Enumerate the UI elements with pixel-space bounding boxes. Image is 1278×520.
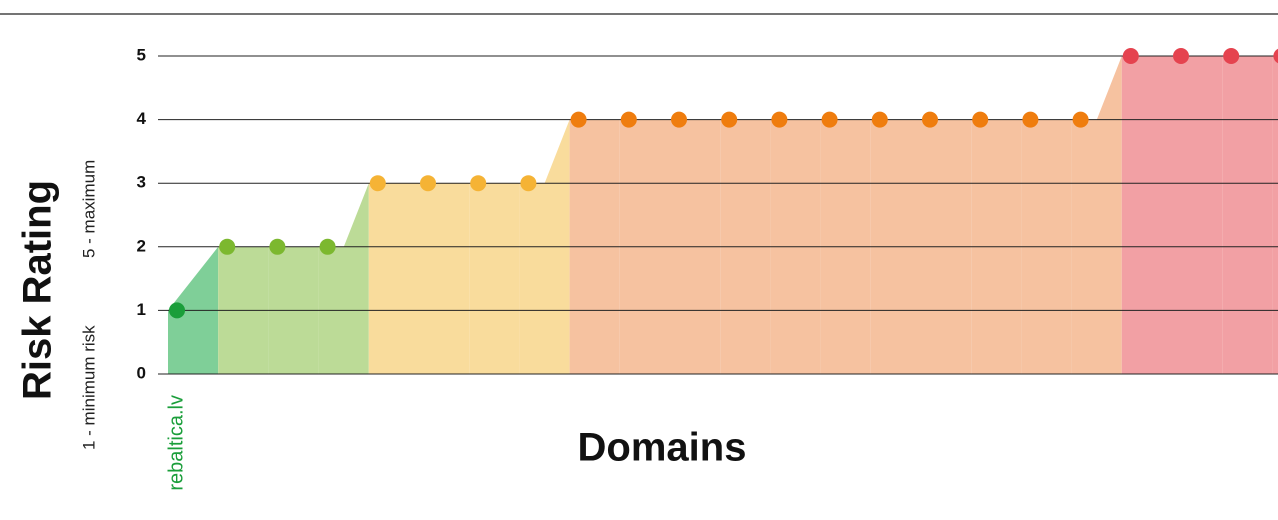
x-tick-label: rebaltica.lv bbox=[165, 395, 187, 491]
dot bbox=[570, 111, 587, 128]
dot bbox=[620, 111, 637, 128]
x-title: Domains bbox=[578, 426, 747, 470]
dot bbox=[922, 111, 938, 128]
area-segment bbox=[368, 183, 419, 374]
area-segment bbox=[1071, 56, 1122, 374]
areas bbox=[168, 56, 1278, 374]
dot bbox=[721, 111, 738, 128]
dot bbox=[771, 111, 788, 128]
dot bbox=[821, 111, 838, 128]
dot bbox=[1173, 48, 1189, 64]
dot bbox=[1022, 111, 1039, 128]
dots: rebaltica.lv bbox=[165, 48, 1278, 491]
dot bbox=[520, 175, 537, 192]
dot bbox=[1122, 48, 1139, 64]
dot bbox=[169, 302, 185, 319]
dot bbox=[319, 238, 336, 255]
dot bbox=[219, 238, 236, 255]
y-tick-label: 2 bbox=[137, 236, 146, 255]
area-segment bbox=[1272, 56, 1278, 374]
area-segment bbox=[1222, 56, 1273, 374]
area-segment bbox=[318, 183, 369, 374]
dot bbox=[871, 111, 888, 128]
y-tick-label: 0 bbox=[137, 363, 146, 382]
area-segment bbox=[469, 183, 520, 374]
dot bbox=[369, 175, 386, 192]
dot bbox=[470, 175, 487, 192]
dot bbox=[972, 111, 989, 128]
dot bbox=[671, 111, 687, 128]
dot bbox=[1223, 48, 1240, 64]
y-tick-label: 1 bbox=[137, 300, 146, 319]
dot bbox=[1273, 48, 1278, 64]
y-tick-label: 4 bbox=[137, 109, 147, 128]
y-tick-label: 5 bbox=[137, 45, 146, 64]
y-subtitle-max: 5 - maximum bbox=[79, 160, 98, 258]
dot bbox=[1072, 111, 1089, 128]
dot bbox=[269, 238, 286, 255]
grid: 0 1 2 3 4 5 bbox=[137, 45, 1278, 382]
y-subtitle-min: 1 - minimum risk bbox=[79, 325, 98, 450]
y-title: Risk Rating bbox=[16, 180, 60, 400]
area-segment bbox=[1172, 56, 1223, 374]
area-segment bbox=[419, 183, 470, 374]
area-segment bbox=[1121, 56, 1172, 374]
dot bbox=[420, 175, 436, 192]
y-tick-label: 3 bbox=[137, 173, 146, 192]
